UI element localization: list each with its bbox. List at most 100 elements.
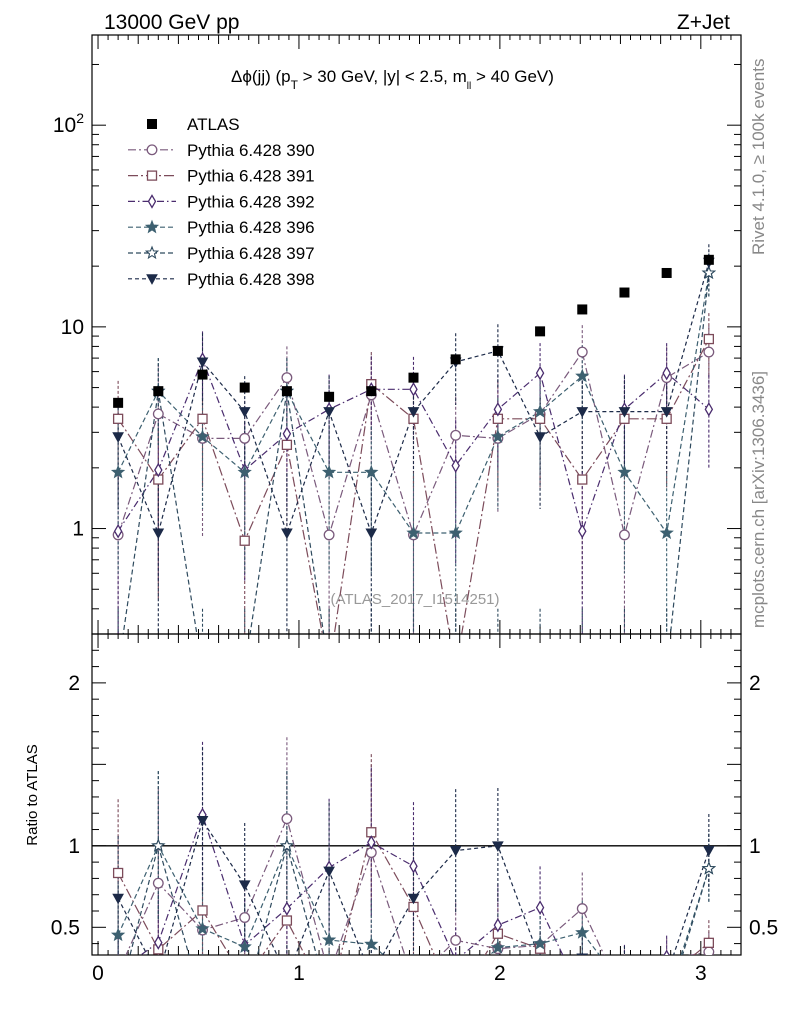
series-1-point-shape <box>619 529 630 541</box>
series-5-point-shape <box>701 265 717 280</box>
series-1-ratio-line <box>125 816 710 955</box>
series-1-ratio-point-shape <box>620 994 630 1004</box>
series-4-point-shape <box>659 525 674 540</box>
series-6-point <box>112 432 124 443</box>
series-5-ratio-point <box>701 861 717 875</box>
series-6-point <box>660 407 673 418</box>
series-2-ratio-point <box>112 867 124 879</box>
series-3-point-shape <box>409 382 418 397</box>
series-5-ratio-point <box>619 1001 630 1012</box>
series-5-ratio-point <box>450 998 461 1009</box>
series-5-ratio-point-shape <box>661 1001 672 1012</box>
legend-marker-6 <box>146 274 158 285</box>
series-4-point <box>490 429 506 443</box>
series-1-ratio-point-shape <box>576 903 588 915</box>
series-6-point-shape <box>407 407 420 418</box>
legend-label-4: Pythia 6.428 396 <box>187 218 315 237</box>
series-6-ratio-point <box>449 846 462 857</box>
series-2-ratio-point-shape <box>578 981 587 990</box>
series-3-point <box>662 365 671 381</box>
series-1-point-shape <box>152 408 164 420</box>
series-2-point <box>325 665 334 674</box>
series-6-ratio-point-shape <box>112 893 124 905</box>
series-6-ratio-point <box>407 893 420 905</box>
series-1-point-shape <box>576 346 588 358</box>
series-6-point <box>576 407 589 418</box>
series-6-point <box>618 407 631 418</box>
series-6-ratio-point-shape <box>703 845 715 857</box>
series-1-point <box>619 529 630 541</box>
series-5-point <box>197 664 208 675</box>
series-3-point <box>535 365 545 381</box>
series-5-point-shape <box>408 664 419 675</box>
series-1-ratio-point-shape <box>663 953 670 955</box>
series-4-ratio-point <box>321 932 337 946</box>
y-tick-label-exp: 2 <box>76 110 84 126</box>
series-4-point <box>448 525 463 540</box>
series-4-ratio-point-shape <box>490 940 506 954</box>
y-tick-label: 1 <box>72 518 84 541</box>
series-3-ratio-point <box>579 990 586 1002</box>
series-3-point-shape <box>113 523 123 539</box>
series-6-ratio-point-shape <box>576 953 589 955</box>
series-3-ratio-point <box>282 901 292 916</box>
series-4-ratio-point-shape <box>408 975 419 986</box>
series-5-point <box>112 664 123 675</box>
atlas-data-point <box>408 372 419 383</box>
series-2-point <box>281 439 293 451</box>
series-3-ratio-point-shape <box>367 835 376 850</box>
series-1-point <box>239 432 251 444</box>
series-5-point-shape <box>239 664 250 675</box>
series-2-ratio-point-shape <box>662 973 671 982</box>
main-data-layer <box>110 244 717 675</box>
legend-label-2: Pythia 6.428 391 <box>187 167 315 186</box>
series-3-ratio-point <box>663 949 670 955</box>
series-4-ratio-point <box>237 939 252 953</box>
series-3-point-shape <box>493 402 503 417</box>
series-3-point <box>704 402 714 417</box>
plot-title: Δϕ(jj) (pT > 30 GeV, |y| < 2.5, mll > 40… <box>231 67 554 92</box>
series-3-point-shape <box>704 402 714 417</box>
series-4-point-shape <box>364 464 379 479</box>
series-2-ratio-point-shape <box>240 976 249 985</box>
series-1-ratio-point <box>620 994 630 1004</box>
legend-marker-2 <box>146 170 158 181</box>
atlas-data-point <box>661 267 672 278</box>
series-6-ratio-point <box>196 816 209 827</box>
series-5-point <box>408 664 419 675</box>
series-2-ratio-point-shape <box>703 937 715 948</box>
series-3-ratio-point <box>409 858 418 874</box>
series-2-ratio-point-shape <box>451 1000 460 1009</box>
ratio-tick-label-right: 2 <box>749 672 761 695</box>
legend-label-5: Pythia 6.428 397 <box>187 244 315 263</box>
series-4-point <box>532 404 548 418</box>
legend-marker-1-shape <box>146 144 158 156</box>
series-3-ratio-point <box>493 917 503 933</box>
series-5-ratio-point-shape <box>534 999 545 1010</box>
atlas-data-point-shape <box>492 345 503 356</box>
legend-marker-4 <box>144 219 160 234</box>
series-6-point-shape <box>112 432 124 443</box>
legend-label-3: Pythia 6.428 392 <box>187 192 315 211</box>
series-4-point-shape <box>575 368 590 383</box>
series-1-ratio-point <box>409 977 419 987</box>
series-3-ratio-point-shape <box>493 917 503 933</box>
series-3-ratio-point <box>535 900 545 915</box>
atlas-data-point <box>577 304 588 315</box>
series-2-ratio-point <box>325 997 334 1006</box>
series-1-point <box>450 429 462 441</box>
series-5-ratio-point <box>197 997 208 1008</box>
series-5-ratio-point <box>323 996 334 1007</box>
atlas-data-point <box>197 369 208 380</box>
atlas-data-point-shape <box>281 386 292 397</box>
series-4-ratio-point-shape <box>575 925 590 939</box>
series-4-ratio-point <box>408 975 419 986</box>
series-4-point <box>195 429 210 443</box>
y-tick-label-base: 10 <box>53 114 76 137</box>
series-4-point-shape <box>237 464 252 479</box>
series-3-point <box>113 523 123 539</box>
ratio-frame-border <box>91 633 742 956</box>
mcplots-label: mcplots.cern.ch [arXiv:1306.3436] <box>749 371 768 628</box>
series-6-ratio-point <box>535 956 545 965</box>
